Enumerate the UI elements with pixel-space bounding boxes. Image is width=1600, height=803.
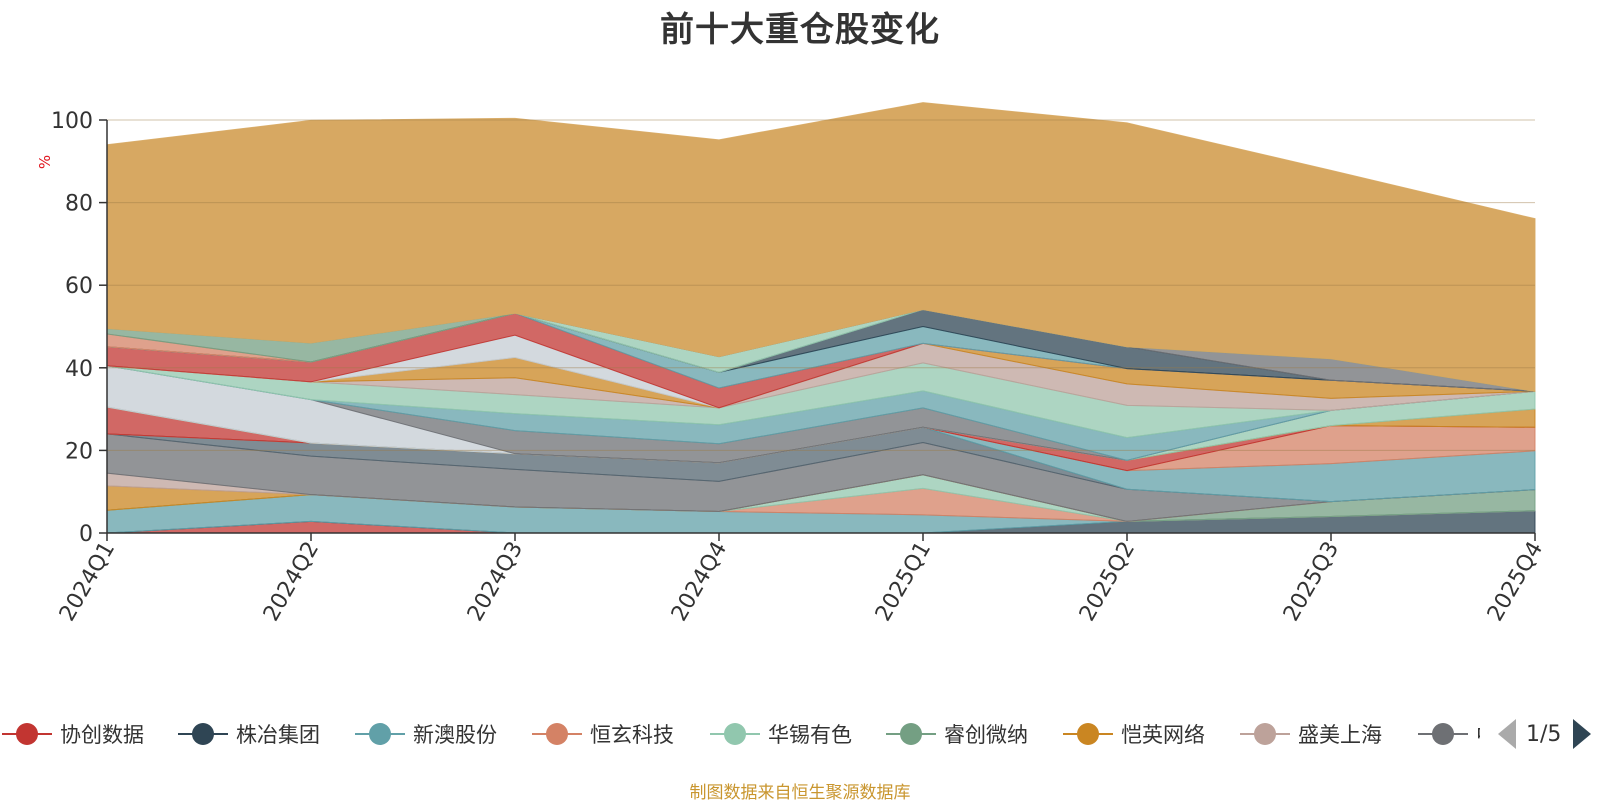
x-tick-label: 2025Q3: [1279, 538, 1344, 626]
legend-item[interactable]: 协创数据: [2, 712, 144, 756]
legend-label: 华锡有色: [768, 723, 852, 747]
area-series-group: [106, 102, 1536, 534]
y-tick-label: 40: [65, 357, 93, 382]
legend-label: 新澳股份: [413, 723, 497, 747]
x-tick-label: 2024Q2: [259, 538, 324, 626]
pager-prev-icon[interactable]: [1498, 719, 1516, 749]
data-source-note: 制图数据来自恒生聚源数据库: [689, 783, 911, 803]
area-series-30: [106, 102, 1536, 392]
legend-marker-icon: [1240, 722, 1290, 746]
legend-marker-icon: [886, 722, 936, 746]
y-tick-label: 60: [65, 274, 93, 299]
legend-item[interactable]: 株冶集团: [178, 712, 320, 756]
legend-label: 睿创微纳: [944, 723, 1028, 747]
legend-marker-icon: [355, 722, 405, 746]
y-axis-label: %: [36, 155, 54, 169]
legend-label: 恒玄科技: [590, 723, 674, 747]
legend-marker-icon: [1063, 722, 1113, 746]
gridlines: [107, 119, 1535, 451]
legend-label: 盛美上海: [1298, 723, 1382, 747]
y-tick-label: 0: [79, 522, 93, 547]
pager-page-indicator: 1/5: [1526, 721, 1562, 747]
pager-next-icon[interactable]: [1573, 719, 1592, 749]
legend-item[interactable]: 恒玄科技: [532, 712, 674, 756]
legend-label: 株冶集团: [236, 723, 320, 747]
legend-item[interactable]: 睿创微纳: [886, 712, 1028, 756]
legend-pager: 1/5: [1498, 716, 1592, 752]
legend-item[interactable]: 恺英网络: [1063, 712, 1205, 756]
legend-marker-icon: [2, 722, 52, 746]
x-tick-label: 2024Q3: [463, 538, 528, 626]
legend-item[interactable]: 新澳股份: [355, 712, 497, 756]
chart-title: 前十大重仓股变化: [660, 10, 940, 50]
legend-marker-icon: [710, 722, 760, 746]
x-tick-label: 2025Q2: [1075, 538, 1140, 626]
chart-legend: 协创数据 株冶集团 新澳股份 恒玄科技 华锡有色 睿创微纳 恺英网络 盛美上海 …: [0, 712, 1480, 756]
y-tick-label: 20: [65, 439, 93, 464]
y-tick-label: 100: [51, 109, 93, 134]
legend-label: 中: [1476, 719, 1480, 749]
x-tick-label: 2024Q4: [667, 538, 732, 626]
legend-item[interactable]: 华锡有色: [710, 712, 852, 756]
x-tick-label: 2024Q1: [55, 538, 120, 626]
legend-label: 协创数据: [60, 723, 144, 747]
x-tick-label: 2025Q1: [871, 538, 936, 626]
x-tick-label: 2025Q4: [1483, 538, 1548, 626]
legend-marker-icon: [178, 722, 228, 746]
legend-item[interactable]: 盛美上海: [1240, 712, 1382, 756]
stacked-area-chart: 0 20 40 60 80 100 2024Q1 2024Q2 2024Q3 2024Q4 2025…: [36, 102, 1548, 626]
legend-item[interactable]: 中: [1418, 712, 1480, 756]
legend-marker-icon: [1418, 722, 1468, 746]
y-tick-label: 80: [65, 192, 93, 217]
legend-marker-icon: [532, 722, 582, 746]
legend-label: 恺英网络: [1121, 723, 1205, 747]
